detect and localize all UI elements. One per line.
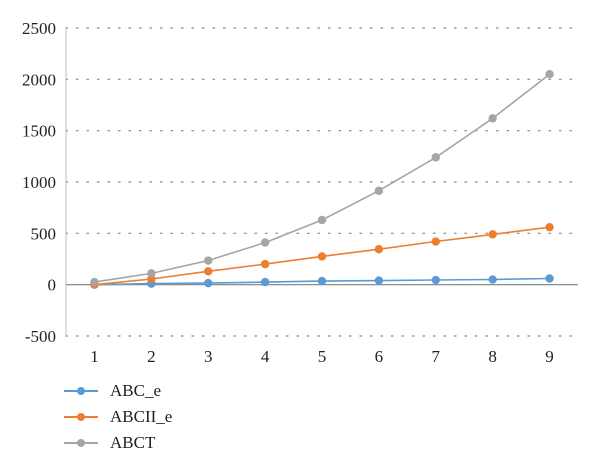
data-point-abct: [147, 269, 156, 278]
legend-marker: [77, 439, 85, 447]
data-point-abc-e: [488, 275, 497, 284]
series-line-abct: [94, 73, 551, 283]
data-point-abcii-e: [431, 237, 440, 246]
y-tick-label: 1000: [22, 173, 56, 192]
data-point-abcii-e: [204, 267, 213, 276]
x-tick-label: 7: [432, 347, 441, 366]
legend-item-abcii-e: ABCII_e: [64, 404, 172, 430]
y-tick-label: 2000: [22, 70, 56, 89]
data-point-abct: [90, 277, 99, 287]
y-tick-label: -500: [25, 327, 56, 346]
data-point-abc-e: [260, 277, 270, 287]
data-point-abc-e: [545, 274, 554, 283]
x-tick-label: 8: [488, 347, 497, 366]
y-axis-ticks: -500 0 500 1000 1500 2000 2500: [22, 19, 56, 346]
x-tick-label: 4: [261, 347, 270, 366]
legend-swatch: [64, 385, 98, 397]
data-point-abct: [204, 256, 213, 265]
data-point-abct: [431, 153, 440, 162]
data-point-abcii-e: [317, 252, 327, 261]
y-tick-label: 500: [31, 224, 57, 243]
legend-label: ABCT: [110, 433, 156, 452]
legend-marker: [77, 387, 85, 395]
legend-label: ABC_e: [110, 381, 161, 400]
y-tick-label: 2500: [22, 19, 56, 38]
y-tick-label: 0: [48, 276, 57, 295]
legend-marker: [77, 413, 85, 421]
data-point-abcii-e: [374, 245, 384, 254]
legend-swatch: [64, 411, 98, 423]
series-group: [90, 70, 554, 289]
legend-item-abct: ABCT: [64, 430, 172, 456]
data-point-abcii-e: [260, 259, 270, 269]
data-point-abct: [374, 186, 384, 195]
data-point-abcii-e: [545, 222, 554, 232]
x-tick-label: 5: [318, 347, 327, 366]
data-point-abct: [260, 238, 270, 247]
data-point-abc-e: [431, 275, 440, 285]
data-point-abcii-e: [488, 230, 497, 239]
x-tick-label: 2: [147, 347, 156, 366]
legend-label: ABCII_e: [110, 407, 173, 426]
axes: [65, 28, 578, 336]
gridlines: [65, 27, 579, 337]
data-point-abc-e: [317, 276, 327, 286]
data-point-abc-e: [374, 276, 384, 285]
legend-item-abc-e: ABC_e: [64, 378, 172, 404]
x-axis-ticks: 1 2 3 4 5 6 7 8 9: [90, 347, 554, 366]
data-point-abc-e: [204, 278, 213, 288]
data-point-abct: [488, 114, 497, 123]
data-point-abct: [545, 70, 554, 79]
data-point-abct: [317, 215, 327, 225]
x-tick-label: 3: [204, 347, 213, 366]
x-tick-label: 9: [545, 347, 554, 366]
legend-swatch: [64, 437, 98, 449]
x-tick-label: 1: [90, 347, 99, 366]
x-tick-label: 6: [375, 347, 384, 366]
legend: ABC_e ABCII_e ABCT: [64, 378, 172, 456]
y-tick-label: 1500: [22, 122, 56, 141]
